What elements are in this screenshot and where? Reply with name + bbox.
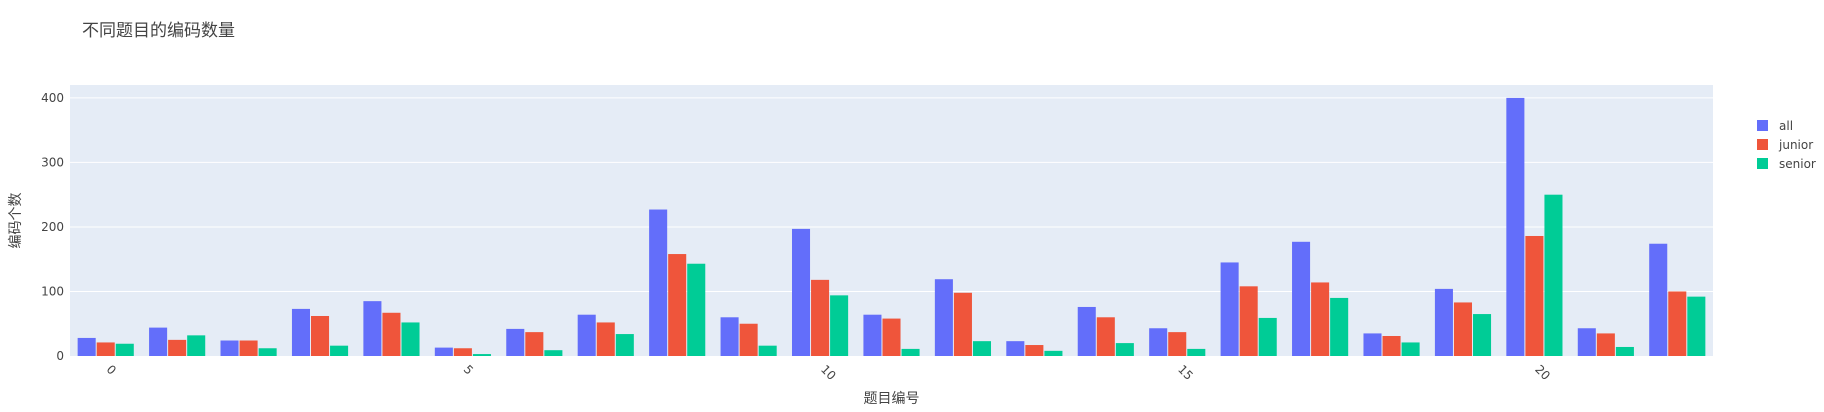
bar-all-22[interactable] [1649,243,1668,356]
bar-all-0[interactable] [77,337,96,356]
y-tick-label: 300 [41,155,64,169]
bar-junior-20[interactable] [1525,235,1544,356]
legend-label: senior [1779,157,1816,171]
legend-swatch [1757,139,1768,150]
bar-all-2[interactable] [220,340,239,356]
bar-junior-12[interactable] [953,292,972,356]
bar-all-3[interactable] [291,308,310,356]
bar-senior-18[interactable] [1401,342,1420,356]
bar-all-6[interactable] [506,328,525,356]
bar-junior-8[interactable] [668,254,687,356]
y-tick-label: 400 [41,91,64,105]
bar-senior-10[interactable] [830,295,849,356]
legend-label: all [1779,119,1793,133]
x-tick-label: 20 [1532,362,1553,383]
x-axis-title: 题目编号 [864,391,920,407]
bar-all-5[interactable] [434,347,453,356]
bar-all-13[interactable] [1006,341,1025,356]
bar-senior-4[interactable] [401,322,420,356]
bar-all-21[interactable] [1577,328,1596,356]
bar-all-19[interactable] [1434,288,1453,356]
bar-junior-13[interactable] [1025,345,1044,356]
legend-swatch [1757,158,1768,169]
bar-senior-16[interactable] [1258,317,1277,356]
bar-all-10[interactable] [791,228,811,356]
bar-junior-6[interactable] [525,332,544,356]
bar-senior-14[interactable] [1115,343,1134,356]
bar-junior-14[interactable] [1096,317,1115,356]
bar-all-14[interactable] [1077,306,1096,356]
bar-senior-2[interactable] [258,348,277,356]
bar-senior-6[interactable] [544,350,563,356]
bar-all-1[interactable] [149,327,168,356]
bar-senior-0[interactable] [115,343,134,356]
bar-junior-17[interactable] [1311,282,1330,356]
bar-all-20[interactable] [1506,97,1525,357]
bar-all-15[interactable] [1149,328,1168,356]
bar-junior-2[interactable] [239,340,258,356]
bar-all-9[interactable] [720,317,739,356]
bar-all-4[interactable] [363,301,382,356]
x-tick-label: 10 [818,362,839,383]
bar-junior-16[interactable] [1239,286,1258,356]
y-tick-label: 100 [41,284,64,298]
bar-junior-5[interactable] [453,348,472,356]
x-tick-label: 15 [1175,362,1196,383]
bar-junior-7[interactable] [596,322,615,356]
bar-senior-8[interactable] [687,263,706,356]
legend-label: junior [1778,138,1813,152]
legend[interactable]: all junior senior [1757,119,1816,171]
bar-all-7[interactable] [577,314,596,356]
bar-senior-13[interactable] [1044,350,1063,356]
bar-junior-18[interactable] [1382,335,1401,356]
bar-all-8[interactable] [649,209,668,356]
bar-senior-1[interactable] [187,335,206,356]
bar-senior-7[interactable] [615,334,634,356]
bar-senior-20[interactable] [1544,194,1563,356]
legend-item-senior[interactable]: senior [1757,157,1816,171]
x-tick-label: 5 [461,362,476,377]
bar-all-12[interactable] [934,279,953,356]
y-axis-title: 编码个数 [8,193,24,249]
bar-junior-19[interactable] [1453,302,1473,356]
bar-junior-1[interactable] [168,339,187,356]
bar-junior-11[interactable] [882,318,901,356]
bar-junior-10[interactable] [811,279,830,356]
bar-senior-5[interactable] [472,354,491,356]
bars [77,97,1706,357]
y-tick-label: 0 [56,349,64,363]
x-axis-ticks: 0 5 10 15 20 [104,362,1553,383]
bar-all-17[interactable] [1292,241,1311,356]
bar-senior-11[interactable] [901,348,920,356]
y-axis-ticks: 0 100 200 300 400 [41,91,64,363]
bar-senior-3[interactable] [330,345,349,356]
bar-junior-0[interactable] [96,342,115,356]
chart-title: 不同题目的编码数量 [82,21,235,41]
legend-item-all[interactable]: all [1757,119,1793,133]
x-tick-label: 0 [104,362,119,377]
bar-junior-21[interactable] [1596,333,1615,356]
bar-all-16[interactable] [1220,262,1239,356]
legend-item-junior[interactable]: junior [1757,138,1813,152]
bar-senior-19[interactable] [1473,314,1492,356]
bar-senior-15[interactable] [1187,348,1206,356]
bar-senior-17[interactable] [1330,297,1349,356]
bar-junior-9[interactable] [739,323,758,356]
bar-senior-21[interactable] [1615,346,1634,356]
bar-all-11[interactable] [863,314,882,356]
bar-junior-4[interactable] [382,312,401,356]
y-tick-label: 200 [41,220,64,234]
legend-swatch [1757,120,1768,131]
bar-senior-9[interactable] [758,345,777,356]
bar-senior-12[interactable] [972,341,992,356]
bar-all-18[interactable] [1363,333,1382,356]
bar-senior-22[interactable] [1687,296,1706,356]
bar-junior-22[interactable] [1668,291,1687,356]
bar-junior-3[interactable] [310,315,330,356]
bar-junior-15[interactable] [1168,332,1187,356]
